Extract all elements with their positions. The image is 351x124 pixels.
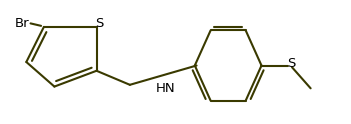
Text: HN: HN (156, 82, 176, 95)
Text: S: S (95, 17, 104, 30)
Text: S: S (287, 57, 296, 70)
Text: Br: Br (15, 17, 29, 30)
